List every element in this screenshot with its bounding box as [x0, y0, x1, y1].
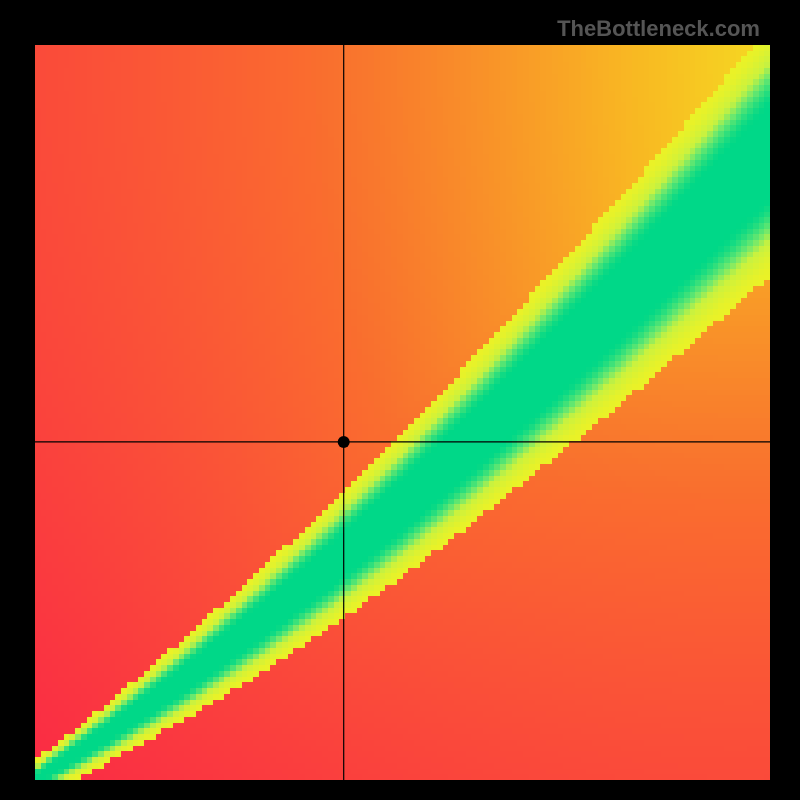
watermark-text: TheBottleneck.com	[557, 16, 760, 42]
heatmap-canvas	[0, 0, 800, 800]
chart-container: TheBottleneck.com	[0, 0, 800, 800]
